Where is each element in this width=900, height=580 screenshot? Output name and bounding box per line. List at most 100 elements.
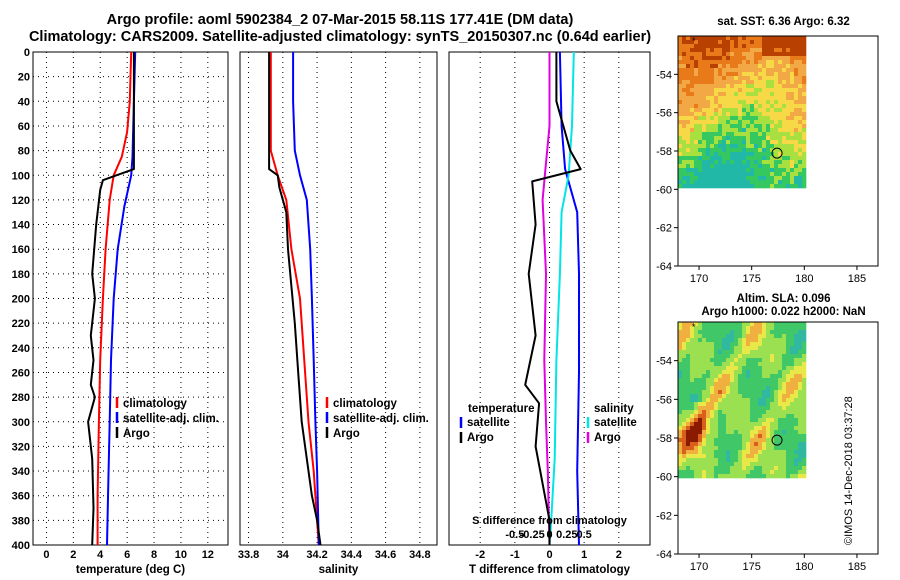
map-cell xyxy=(762,462,767,467)
map-cell xyxy=(678,48,683,53)
map-cell xyxy=(734,156,739,161)
map-cell xyxy=(774,176,779,181)
map-cell xyxy=(710,450,715,455)
map-cell xyxy=(730,362,735,367)
map-cell xyxy=(690,326,695,331)
map-cell xyxy=(750,124,755,129)
map-cell xyxy=(798,406,803,411)
map-cell xyxy=(706,64,711,69)
map-cell xyxy=(718,52,723,57)
map-cell xyxy=(786,346,791,351)
map-cell xyxy=(730,140,735,145)
map-cell xyxy=(758,426,763,431)
map-cell xyxy=(746,362,751,367)
map-cell xyxy=(686,386,691,391)
map-cell xyxy=(758,116,763,121)
map-cell xyxy=(762,466,767,471)
map-cell xyxy=(710,326,715,331)
map-cell xyxy=(778,112,783,117)
map-cell xyxy=(794,438,799,443)
map-cell xyxy=(702,44,707,49)
map-cell xyxy=(698,342,703,347)
map-cell xyxy=(778,414,783,419)
map-cell xyxy=(730,426,735,431)
map-cell xyxy=(726,128,731,133)
map-cell xyxy=(682,370,687,375)
map-cell xyxy=(750,64,755,69)
map-cell xyxy=(738,326,743,331)
map-cell xyxy=(790,406,795,411)
map-cell xyxy=(778,450,783,455)
map-cell xyxy=(794,354,799,359)
map-cell xyxy=(766,184,771,189)
map-cell xyxy=(730,414,735,419)
map-cell xyxy=(718,454,723,459)
map-cell xyxy=(682,366,687,371)
map-cell xyxy=(738,180,743,185)
map-cell xyxy=(682,52,687,57)
map-cell xyxy=(710,40,715,45)
map-cell xyxy=(798,120,803,125)
map-cell xyxy=(726,104,731,109)
map-cell xyxy=(722,36,727,41)
map-cell xyxy=(682,124,687,129)
map-cell xyxy=(802,330,807,335)
map-cell xyxy=(706,116,711,121)
map-cell xyxy=(786,442,791,447)
map-cell xyxy=(790,180,795,185)
map-cell xyxy=(798,370,803,375)
map-cell xyxy=(762,112,767,117)
map-cell xyxy=(738,418,743,423)
map-cell xyxy=(722,100,727,105)
map-cell xyxy=(762,374,767,379)
map-cell xyxy=(786,438,791,443)
map-cell xyxy=(726,434,731,439)
series-line-t-argo xyxy=(524,52,582,545)
map-cell xyxy=(798,124,803,129)
map-cell xyxy=(754,104,759,109)
map-cell xyxy=(774,358,779,363)
map-cell xyxy=(782,442,787,447)
map-cell xyxy=(790,326,795,331)
map-cell xyxy=(694,458,699,463)
map-cell xyxy=(690,442,695,447)
map-cell xyxy=(678,330,683,335)
map-cell xyxy=(686,338,691,343)
map-cell xyxy=(678,168,683,173)
map-cell xyxy=(774,382,779,387)
map-cell xyxy=(802,374,807,379)
map-cell xyxy=(770,470,775,475)
figure-title-line1: Argo profile: aoml 5902384_2 07-Mar-2015… xyxy=(106,12,574,28)
map-cell xyxy=(726,342,731,347)
map-cell xyxy=(746,92,751,97)
map-cell xyxy=(786,418,791,423)
map-cell xyxy=(758,342,763,347)
map-cell xyxy=(726,56,731,61)
x-tick-label: 10 xyxy=(175,549,187,561)
map-cell xyxy=(786,120,791,125)
map-cell xyxy=(770,172,775,177)
map-cell xyxy=(690,64,695,69)
map-cell xyxy=(710,342,715,347)
map-cell xyxy=(794,358,799,363)
map-cell xyxy=(750,450,755,455)
map-cell xyxy=(786,124,791,129)
map-cell xyxy=(738,64,743,69)
map-cell xyxy=(766,92,771,97)
map-cell xyxy=(758,160,763,165)
map-cell xyxy=(686,334,691,339)
map-cell xyxy=(734,88,739,93)
sla-map-subtitle: Argo h1000: 0.022 h2000: NaN xyxy=(701,306,866,318)
map-cell xyxy=(698,120,703,125)
map-cell xyxy=(738,446,743,451)
map-cell xyxy=(734,406,739,411)
map-cell xyxy=(754,168,759,173)
map-cell xyxy=(758,128,763,133)
map-cell xyxy=(770,450,775,455)
map-cell xyxy=(722,88,727,93)
map-cell xyxy=(766,366,771,371)
map-cell xyxy=(714,80,719,85)
x-tick-label: 4 xyxy=(97,549,104,561)
map-cell xyxy=(730,132,735,137)
map-cell xyxy=(722,52,727,57)
